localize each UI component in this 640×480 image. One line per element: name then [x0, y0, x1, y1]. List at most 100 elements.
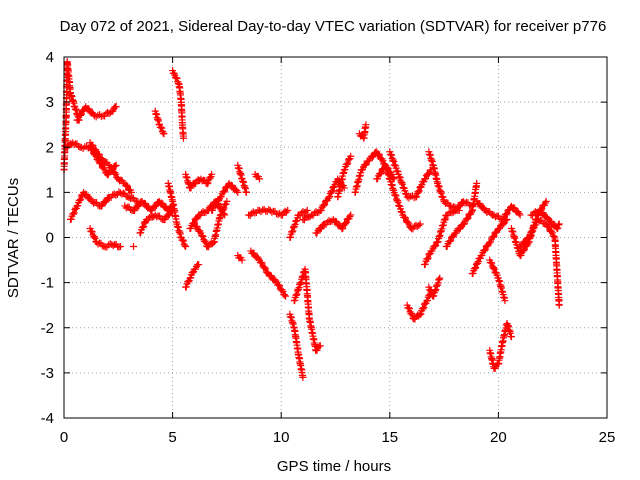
data-point: [423, 255, 431, 263]
data-point: [423, 296, 431, 304]
data-point: [554, 224, 562, 232]
data-point: [187, 274, 195, 282]
data-point: [415, 188, 423, 196]
data-point: [503, 209, 511, 217]
data-point: [541, 199, 549, 207]
data-point: [69, 210, 77, 218]
data-point: [490, 265, 498, 273]
x-tick-label: 20: [490, 429, 507, 446]
data-point: [77, 195, 85, 203]
data-point: [555, 220, 563, 228]
data-point: [242, 188, 250, 196]
data-point: [274, 210, 282, 218]
x-tick-label: 15: [381, 429, 398, 446]
data-point: [500, 215, 508, 223]
data-point: [341, 165, 349, 173]
data-point: [343, 160, 351, 168]
data-point: [401, 214, 409, 222]
data-point: [520, 239, 528, 247]
data-point: [471, 265, 479, 273]
axis-ticks: 0 5 10 15 20 25 -4 -3 -2 -1 0 1 2 3 4: [41, 49, 616, 446]
data-point: [436, 274, 444, 282]
data-point: [262, 265, 270, 273]
data-point: [408, 309, 416, 317]
x-tick-label: 10: [273, 429, 290, 446]
data-point: [416, 220, 424, 228]
data-point: [221, 187, 229, 195]
data-point: [401, 213, 409, 221]
data-point: [101, 198, 109, 206]
y-axis-label: SDTVAR / TECUs: [5, 178, 22, 298]
data-point: [326, 193, 334, 201]
data-point: [389, 174, 397, 182]
data-point: [71, 206, 79, 214]
data-point: [421, 260, 429, 268]
data-point: [189, 269, 197, 277]
data-point: [431, 243, 439, 251]
data-point: [172, 74, 180, 82]
data-point: [185, 278, 193, 286]
data-point: [90, 233, 98, 241]
data-point: [361, 161, 369, 169]
data-point: [199, 232, 207, 240]
data-point: [345, 156, 353, 164]
data-point: [74, 202, 82, 210]
data-point: [220, 188, 228, 196]
data-point: [455, 225, 463, 233]
data-point: [67, 215, 75, 223]
data-point: [112, 161, 120, 169]
data-point: [472, 264, 480, 272]
data-point: [490, 232, 498, 240]
data-point: [446, 238, 454, 246]
data-point: [123, 181, 131, 189]
y-tick-label: -3: [41, 365, 54, 382]
chart-title: Day 072 of 2021, Sidereal Day-to-day VTE…: [60, 18, 607, 35]
data-point: [77, 111, 85, 119]
data-point: [203, 180, 211, 188]
data-point: [151, 203, 159, 211]
data-point: [415, 221, 423, 229]
data-point: [507, 333, 515, 341]
data-point: [140, 219, 148, 227]
data-point: [238, 256, 246, 264]
data-point: [223, 197, 231, 205]
data-point: [206, 174, 214, 182]
data-point: [463, 215, 471, 223]
data-point: [421, 175, 429, 183]
data-point: [284, 206, 292, 214]
data-point: [447, 237, 455, 245]
data-point: [182, 283, 190, 291]
data-point: [424, 171, 432, 179]
data-point: [554, 221, 562, 229]
data-point: [320, 202, 328, 210]
data-point: [528, 227, 536, 235]
data-point: [282, 208, 290, 216]
data-point: [545, 223, 553, 231]
data-point: [555, 301, 563, 309]
y-tick-label: 1: [46, 184, 54, 201]
data-point: [108, 164, 116, 172]
data-point: [234, 188, 242, 196]
data-point: [487, 238, 495, 246]
data-point: [316, 342, 324, 350]
data-point: [489, 233, 497, 241]
data-point: [189, 220, 197, 228]
data-point: [139, 224, 147, 232]
data-point: [464, 214, 472, 222]
data-point: [193, 223, 201, 231]
data-point: [158, 124, 166, 132]
data-point: [515, 209, 523, 217]
data-points: [60, 58, 563, 381]
data-point: [88, 228, 96, 236]
data-point: [137, 229, 145, 237]
data-point: [510, 204, 518, 212]
data-point: [275, 282, 283, 290]
data-point: [208, 170, 216, 178]
data-point: [127, 188, 135, 196]
y-tick-label: 3: [46, 94, 54, 111]
x-tick-label: 0: [60, 429, 68, 446]
data-point: [413, 193, 421, 201]
data-point: [116, 243, 124, 251]
data-point: [76, 197, 84, 205]
data-point: [182, 243, 190, 251]
